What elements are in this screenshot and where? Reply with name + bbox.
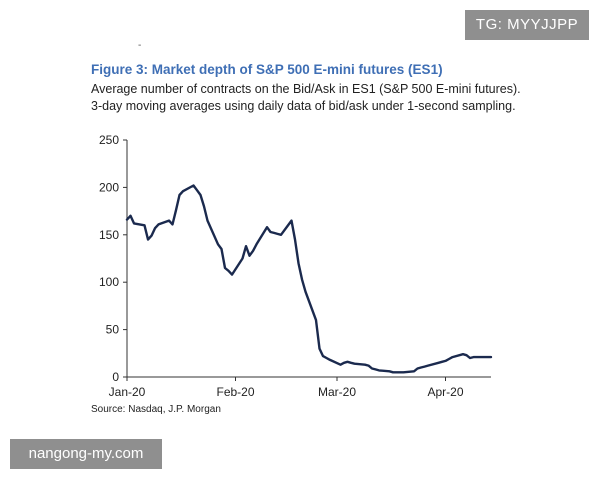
y-tick-label: 0 <box>112 370 119 384</box>
x-tick-label: Apr-20 <box>427 385 463 399</box>
chart-title: Figure 3: Market depth of S&P 500 E-mini… <box>91 62 443 77</box>
y-tick-label: 100 <box>99 275 119 289</box>
y-tick-label: 50 <box>106 323 120 337</box>
y-tick-label: 250 <box>99 133 119 147</box>
x-tick-label: Mar-20 <box>318 385 356 399</box>
chart-subtitle: Average number of contracts on the Bid/A… <box>91 82 521 113</box>
x-tick-label: Feb-20 <box>216 385 254 399</box>
market-depth-chart: 0 50 100 150 200 250 Jan-20 Feb-20 Mar-20 Apr-20 <box>99 133 493 399</box>
y-tick-label: 200 <box>99 180 119 194</box>
chart-source: Source: Nasdaq, J.P. Morgan <box>91 404 221 415</box>
y-tick-label: 150 <box>99 228 119 242</box>
watermark-top: TG: MYYJJPP <box>465 10 589 40</box>
x-tick-label: Jan-20 <box>109 385 146 399</box>
watermark-bottom: nangong-my.com <box>10 439 162 469</box>
series-line <box>125 184 493 374</box>
header-mark: - <box>138 40 142 51</box>
